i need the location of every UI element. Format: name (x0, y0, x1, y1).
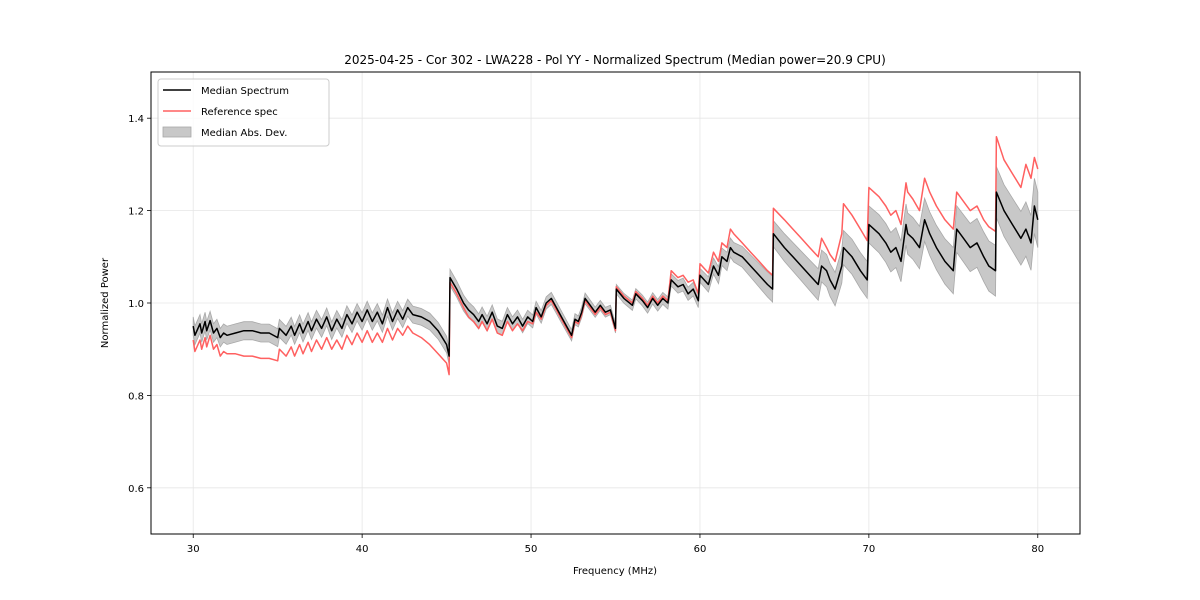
y-tick-label: 0.6 (128, 484, 144, 495)
chart-title: 2025-04-25 - Cor 302 - LWA228 - Pol YY -… (344, 53, 886, 67)
legend-box (157, 78, 330, 147)
median-spectrum-line (192, 191, 1039, 357)
x-tick-label: 40 (356, 544, 369, 555)
y-tick-label: 1.2 (128, 207, 144, 218)
legend-reference-label: Reference spec (201, 107, 278, 118)
x-tick-label: 70 (862, 544, 875, 555)
legend: Median Spectrum Reference spec Median Ab… (157, 78, 330, 147)
x-tick-label: 50 (525, 544, 538, 555)
y-axis-label: Normalized Power (100, 257, 111, 348)
reference-spectrum-line (192, 135, 1039, 376)
legend-median-label: Median Spectrum (201, 86, 289, 97)
x-axis-label: Frequency (MHz) (573, 566, 657, 577)
series-layer (192, 135, 1039, 376)
x-tick-label: 30 (187, 544, 200, 555)
axis-ticks: 30 40 50 60 70 80 0.6 0.8 1.0 1.2 1.4 (128, 114, 1044, 555)
legend-mad-swatch (162, 126, 192, 138)
x-tick-label: 80 (1031, 544, 1044, 555)
x-tick-label: 60 (694, 544, 707, 555)
legend-mad-label: Median Abs. Dev. (201, 128, 287, 139)
y-tick-label: 1.4 (128, 114, 144, 125)
y-tick-label: 1.0 (128, 299, 144, 310)
y-tick-label: 0.8 (128, 391, 144, 402)
